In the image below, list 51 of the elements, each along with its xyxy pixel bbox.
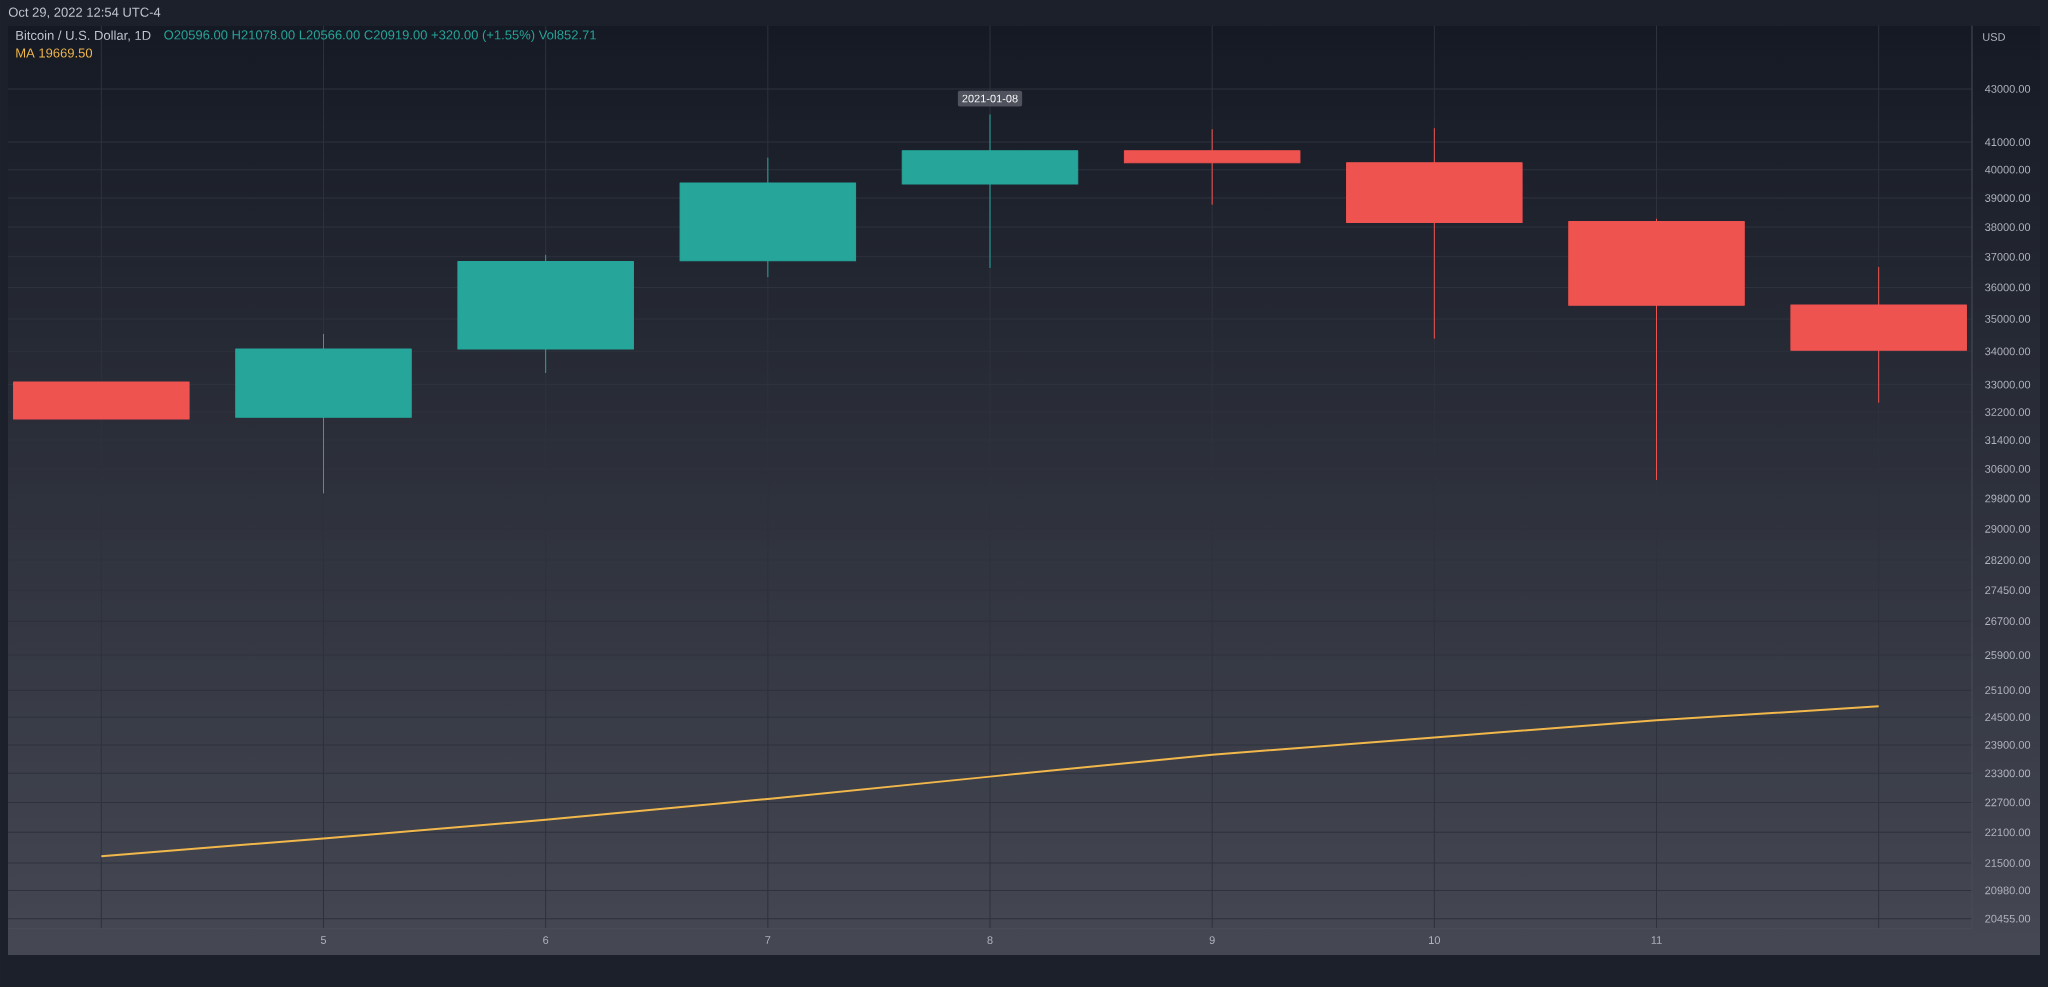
- candlestick: [457, 254, 634, 373]
- y-tick-label: 26700.00: [1985, 617, 2031, 626]
- y-tick-label: 41000.00: [1984, 138, 2031, 147]
- candlestick: [679, 157, 857, 278]
- y-tick-label: 34000.00: [1985, 347, 2031, 356]
- candlestick: [1790, 266, 1967, 403]
- y-tick-label: 43000.00: [1984, 85, 2031, 93]
- y-tick-label: 20980.00: [1985, 886, 2031, 895]
- y-tick-label: 23900.00: [1985, 740, 2031, 749]
- y-tick-label: 37000.00: [1985, 252, 2031, 261]
- x-tick-label: 8: [987, 936, 993, 944]
- x-tick-label: 10: [1429, 936, 1441, 944]
- y-tick-label: 25900.00: [1985, 651, 2031, 659]
- y-tick-label: 22700.00: [1985, 798, 2031, 807]
- x-tick-label: 5: [320, 936, 327, 944]
- annotation: 2021-01-08: [962, 94, 1018, 103]
- line-series: [100, 705, 1880, 858]
- y-tick-label: 23300.00: [1985, 769, 2031, 778]
- x-tick-label: 11: [1651, 936, 1662, 944]
- y-tick-label: 29800.00: [1985, 494, 2031, 503]
- x-tick-label: 9: [1209, 936, 1215, 944]
- y-tick-label: 24500.00: [1985, 713, 2031, 722]
- y-tick-label: 28200.00: [1985, 556, 2031, 564]
- x-tick-label: 7: [765, 936, 771, 944]
- y-tick-label: 38000.00: [1985, 223, 2031, 231]
- candlestick: [1568, 218, 1745, 481]
- annotation: MA 19669.50: [16, 48, 93, 58]
- y-tick-label: 36000.00: [1985, 283, 2031, 292]
- candlestick: [1123, 128, 1301, 205]
- y-tick-label: 25100.00: [1985, 686, 2031, 695]
- y-axis-title: USD: [1983, 33, 2005, 41]
- candlestick: [13, 381, 190, 420]
- y-tick-label: 32200.00: [1985, 408, 2031, 416]
- chart-subtitle: O20596.00 H21078.00 L20566.00 C20919.00 +320.00 (+1.55%) Vol852.71: [164, 29, 596, 43]
- y-tick-label: 33000.00: [1985, 380, 2031, 389]
- y-tick-label: 20455.00: [1985, 914, 2031, 923]
- y-tick-label: 31400.00: [1985, 436, 2031, 444]
- y-tick-label: 35000.00: [1985, 315, 2031, 323]
- candlestick: [235, 333, 412, 494]
- candlestick: [1346, 128, 1523, 339]
- y-tick-label: 29000.00: [1985, 524, 2031, 533]
- x-tick-label: 6: [543, 936, 549, 944]
- y-tick-label: 30600.00: [1985, 465, 2031, 473]
- y-tick-label: 39000.00: [1985, 194, 2031, 202]
- y-tick-label: 21500.00: [1985, 859, 2031, 867]
- y-tick-label: 27450.00: [1985, 586, 2031, 595]
- y-tick-label: 22100.00: [1985, 828, 2031, 837]
- text: Oct 29, 2022 12:54 UTC-4: [8, 7, 161, 19]
- candlestick: [901, 114, 1079, 269]
- y-tick-label: 40000.00: [1984, 165, 2031, 174]
- chart-title: Bitcoin / U.S. Dollar, 1D: [16, 30, 151, 42]
